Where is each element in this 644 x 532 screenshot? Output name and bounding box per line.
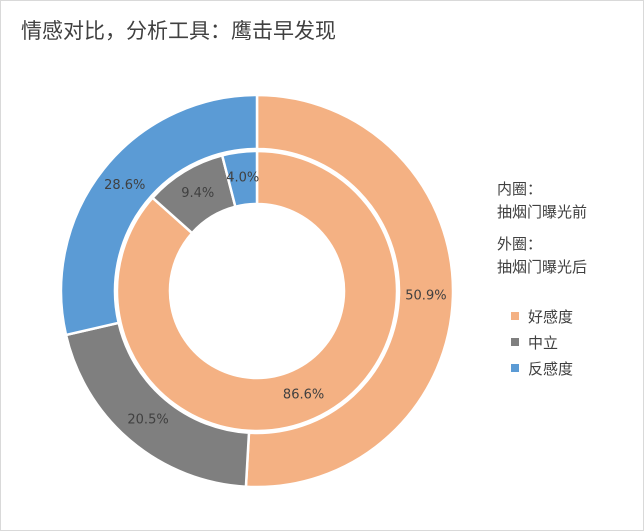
chart-legend: 好感度 中立 反感度 <box>511 303 573 381</box>
outer-ring-note: 外圈： 抽烟门曝光后 <box>497 233 587 279</box>
inner-slice-negative <box>220 149 259 209</box>
outer-slice-negative <box>59 93 259 337</box>
outer-slice-positive <box>244 93 455 489</box>
legend-swatch-negative <box>511 364 519 372</box>
inner-ring-heading: 内圈： <box>497 180 543 198</box>
outer-label-neutral: 20.5% <box>127 413 168 428</box>
legend-item-neutral: 中立 <box>511 329 573 355</box>
legend-label-negative: 反感度 <box>528 359 574 378</box>
outer-ring-description: 抽烟门曝光后 <box>497 258 588 276</box>
inner-label-positive: 86.6% <box>283 388 324 403</box>
legend-swatch-neutral <box>511 338 519 346</box>
inner-ring-note: 内圈： 抽烟门曝光前 <box>497 178 587 224</box>
inner-slice-positive <box>115 149 399 433</box>
inner-label-negative: 4.0% <box>226 170 259 185</box>
legend-swatch-positive <box>511 312 519 320</box>
outer-ring-heading: 外圈： <box>497 235 543 253</box>
legend-label-positive: 好感度 <box>528 307 574 326</box>
inner-label-neutral: 9.4% <box>181 186 214 201</box>
outer-label-positive: 50.9% <box>405 288 446 303</box>
legend-label-neutral: 中立 <box>528 333 559 352</box>
outer-label-negative: 28.6% <box>104 178 145 193</box>
chart-title: 情感对比，分析工具：鹰击早发现 <box>21 19 336 43</box>
legend-item-negative: 反感度 <box>511 355 573 381</box>
inner-ring-description: 抽烟门曝光前 <box>497 203 588 221</box>
legend-item-positive: 好感度 <box>511 303 573 329</box>
